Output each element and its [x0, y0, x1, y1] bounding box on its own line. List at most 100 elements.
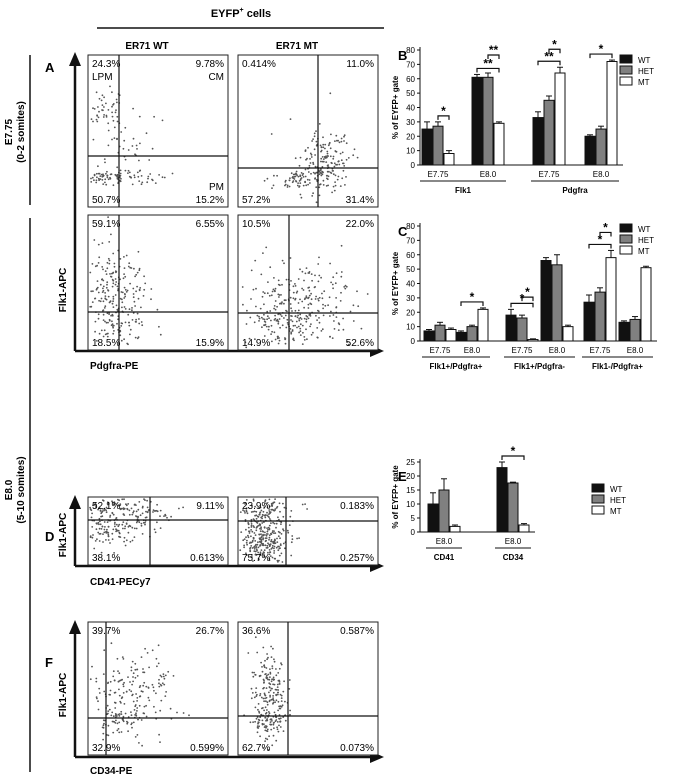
y-tick-label: 0: [411, 528, 416, 537]
flow-axes-ab: [69, 52, 384, 357]
bar-het: [516, 317, 528, 342]
quadrant-bl-percent: 75.7%: [242, 553, 270, 564]
group-label: CD41: [434, 553, 455, 562]
bar-het: [434, 324, 446, 342]
x-tick-label: E7.75: [539, 170, 560, 179]
significance-star: *: [599, 42, 604, 56]
quadrant-tl-percent: 39.7%: [92, 626, 120, 637]
y-tick-label: 30: [406, 294, 415, 303]
y-tick-label: 25: [406, 458, 415, 467]
legend-label-het: HET: [638, 67, 654, 76]
legend-swatch-mt: [619, 245, 633, 255]
y-tick-label: 10: [406, 500, 415, 509]
flow-plot-dots: [263, 92, 359, 204]
bar-wt: [421, 128, 433, 166]
bar-mt: [562, 326, 574, 342]
flow-plot-frame: [237, 54, 379, 208]
x-tick-label: E8.0: [549, 346, 566, 355]
flow-plot-a2-mt: 10.5% 22.0% 14.9% 52.6%: [237, 214, 379, 351]
y-tick-label: 40: [406, 104, 415, 113]
y-tick-label: 0: [411, 337, 416, 346]
bar-mt: [493, 122, 505, 166]
significance-star: *: [511, 444, 516, 458]
significance-star: *: [525, 285, 530, 299]
panel-letter-e: E: [398, 469, 407, 484]
bar-mt: [449, 525, 461, 533]
significance-star: **: [483, 56, 493, 70]
flow-plot-dots: [239, 498, 308, 563]
panel-letter-a: A: [45, 60, 55, 75]
x-tick-label: E7.75: [428, 170, 449, 179]
group-label: CD34: [503, 553, 524, 562]
bar-wt: [584, 135, 596, 166]
legend-swatch-mt: [619, 76, 633, 86]
y-tick-label: 20: [406, 308, 415, 317]
panel-letter-f: F: [45, 655, 53, 670]
bar-mt: [605, 257, 617, 342]
bar-wt: [427, 503, 439, 533]
bar-mt: [554, 72, 566, 166]
legend-swatch-wt: [619, 54, 633, 64]
x-tick-label: E8.0: [505, 537, 522, 546]
significance-bracket: [487, 54, 500, 59]
bar-wt: [496, 467, 508, 533]
significance-star: **: [489, 43, 499, 57]
somites-e775: (0-2 somites): [16, 101, 27, 163]
legend-label-mt: MT: [610, 507, 622, 516]
bar-chart-c: 0 10 20 30 40 50 60 70 80 % of EYFP+ gate E7.75 E8.…: [391, 220, 657, 371]
y-axis-label: % of EYFP+ gate: [391, 465, 400, 529]
bar-wt: [532, 117, 544, 166]
flow-plot-a-mt: 0.414% 11.0% 57.2% 31.4%: [237, 54, 379, 208]
quadrant-bl-percent: 32.9%: [92, 743, 120, 754]
group-label: Flk1+/Pdgfra-: [514, 362, 565, 371]
significance-bracket: [501, 455, 525, 460]
quadrant-tl-percent: 59.1%: [92, 219, 120, 230]
bar-het: [482, 76, 494, 166]
quadrant-tl-percent: 36.6%: [242, 626, 270, 637]
y-tick-label: 5: [411, 514, 416, 523]
quadrant-tr-percent: 0.183%: [340, 501, 374, 512]
panel-letter-c: C: [398, 224, 408, 239]
bar-het: [629, 318, 641, 342]
significance-bracket: [589, 53, 613, 59]
quadrant-tr-percent: 6.55%: [196, 219, 224, 230]
flow-plot-frame: [87, 621, 229, 756]
flow-plot-frame: [87, 214, 229, 351]
x-tick-label: E7.75: [590, 346, 611, 355]
bar-wt: [471, 76, 483, 166]
bar-wt: [505, 314, 517, 342]
quadrant-tl-percent: 0.414%: [242, 59, 276, 70]
legend-label-het: HET: [610, 496, 626, 505]
flow-axes-f: [69, 620, 384, 763]
significance-bracket: [437, 115, 450, 120]
group-label: Flk1+/Pdgfra+: [430, 362, 483, 371]
y-axis-label-a: Flk1-APC: [58, 268, 69, 312]
flow-plot-dots: [90, 85, 174, 187]
legend-swatch-het: [619, 234, 633, 244]
flow-plot-dots: [241, 244, 369, 349]
quadrant-tr-percent: 9.11%: [196, 501, 224, 512]
quadrant-bl-percent: 62.7%: [242, 743, 270, 754]
bar-wt: [423, 330, 435, 342]
y-tick-label: 15: [406, 486, 415, 495]
legend-label-mt: MT: [638, 247, 650, 256]
significance-bracket: [537, 60, 561, 66]
bar-wt: [583, 301, 595, 342]
panel-letter-d: D: [45, 529, 54, 544]
bar-mt: [518, 524, 530, 533]
flow-plot-frame: [237, 621, 379, 756]
flow-plot-a2-wt: 59.1% 6.55% 18.5% 15.9%: [87, 214, 229, 351]
quadrant-tl-percent: 52.1%: [92, 501, 120, 512]
quadrant-br-percent: 0.599%: [190, 743, 224, 754]
quadrant-br-percent: 0.257%: [340, 553, 374, 564]
flow-plots: 24.3% 9.78% 50.7% 15.2% LPM CM PM 0.414% 11.0% 57…: [87, 54, 379, 756]
significance-star: *: [470, 290, 475, 304]
group-label: Pdgfra: [562, 186, 588, 195]
legend-label-wt: WT: [638, 225, 651, 234]
y-tick-label: 20: [406, 472, 415, 481]
bar-het: [543, 99, 555, 166]
region-label-lpm: LPM: [92, 72, 113, 83]
quadrant-br-percent: 52.6%: [346, 338, 374, 349]
quadrant-br-percent: 15.2%: [196, 195, 224, 206]
